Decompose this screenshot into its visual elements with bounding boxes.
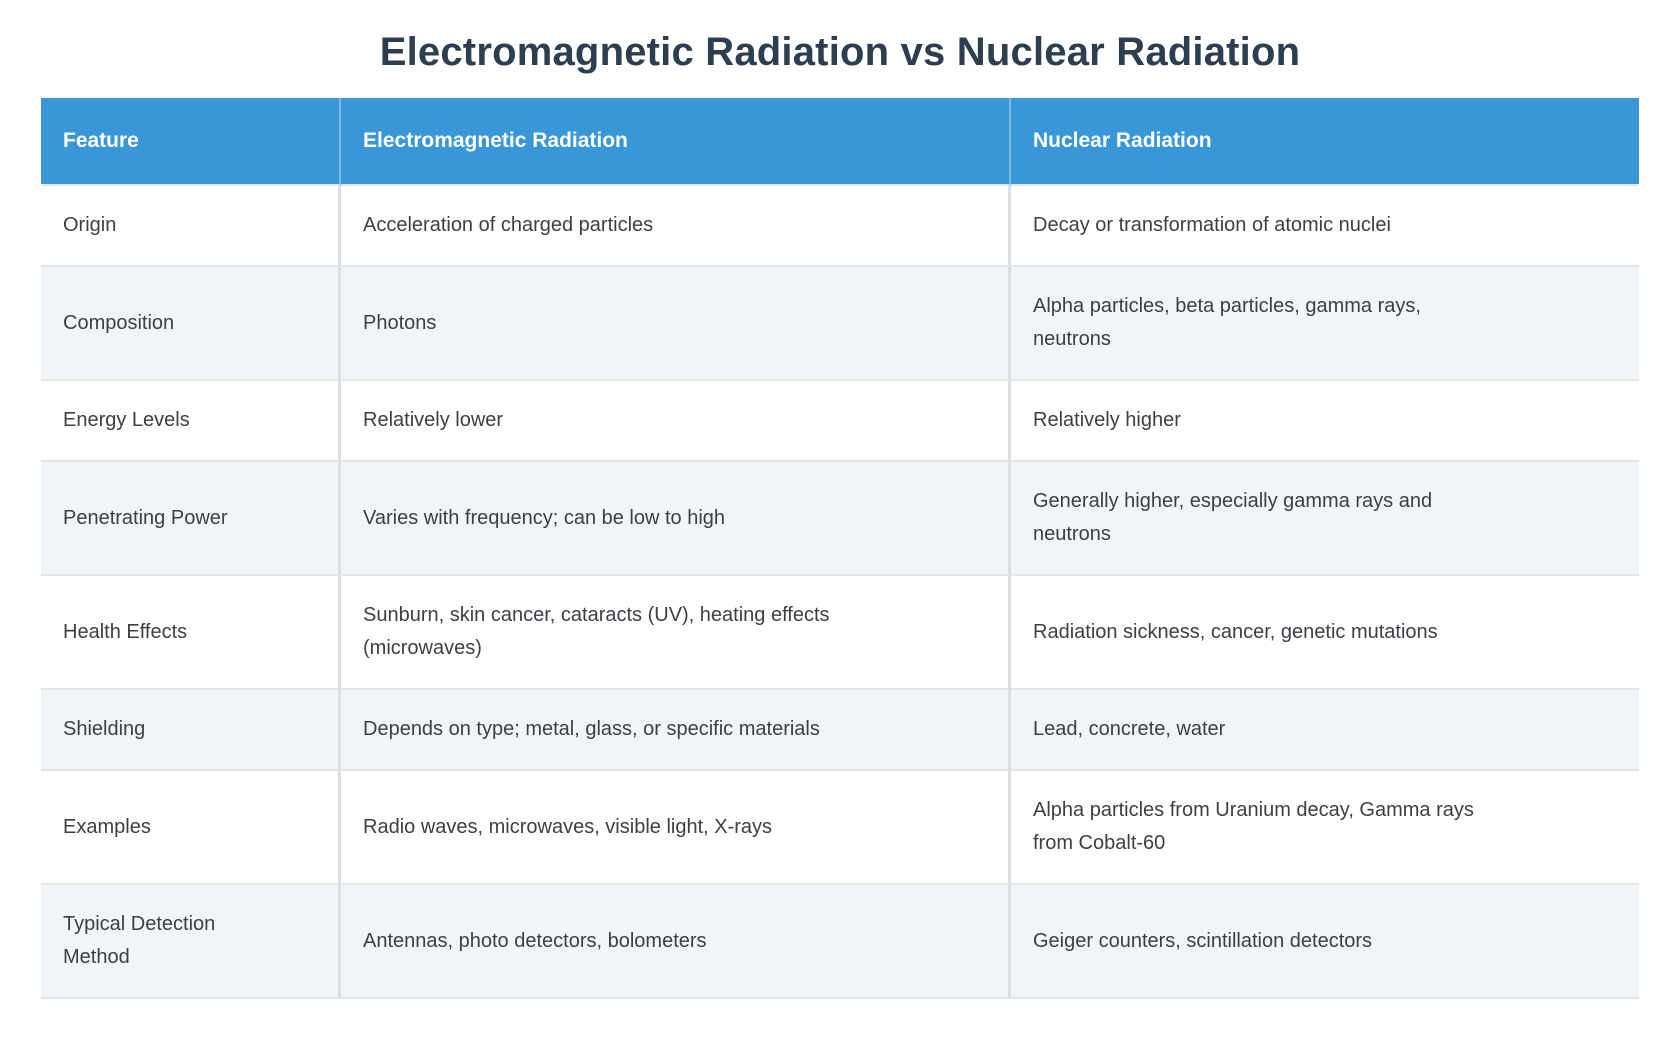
table-row-origin: Origin Acceleration of charged particles…	[41, 186, 1639, 267]
nuclear-cell: Lead, concrete, water	[1011, 690, 1639, 771]
table-row-penetrating-power: Penetrating Power Varies with frequency;…	[41, 462, 1639, 576]
electromagnetic-cell: Radio waves, microwaves, visible light, …	[341, 771, 1011, 885]
electromagnetic-cell: Acceleration of charged particles	[341, 186, 1011, 267]
table-row-shielding: Shielding Depends on type; metal, glass,…	[41, 690, 1639, 771]
feature-cell: Examples	[41, 771, 341, 885]
table-header: Feature Electromagnetic Radiation Nuclea…	[41, 98, 1639, 186]
electromagnetic-cell: Sunburn, skin cancer, cataracts (UV), he…	[341, 576, 1011, 690]
header-row: Feature Electromagnetic Radiation Nuclea…	[41, 98, 1639, 186]
electromagnetic-cell: Antennas, photo detectors, bolometers	[341, 885, 1011, 999]
column-header-nuclear: Nuclear Radiation	[1011, 98, 1639, 186]
table-row-examples: Examples Radio waves, microwaves, visibl…	[41, 771, 1639, 885]
page-title: Electromagnetic Radiation vs Nuclear Rad…	[379, 30, 1301, 74]
nuclear-cell: Radiation sickness, cancer, genetic muta…	[1011, 576, 1639, 690]
nuclear-cell: Generally higher, especially gamma rays …	[1011, 462, 1639, 576]
table-row-typical-detection-method: Typical Detection Method Antennas, photo…	[41, 885, 1639, 999]
comparison-table: Feature Electromagnetic Radiation Nuclea…	[41, 98, 1639, 999]
electromagnetic-cell: Varies with frequency; can be low to hig…	[341, 462, 1011, 576]
electromagnetic-cell: Photons	[341, 267, 1011, 381]
feature-cell: Shielding	[41, 690, 341, 771]
nuclear-cell: Decay or transformation of atomic nuclei	[1011, 186, 1639, 267]
feature-cell: Energy Levels	[41, 381, 341, 462]
column-header-feature: Feature	[41, 98, 341, 186]
table-body: Origin Acceleration of charged particles…	[41, 186, 1639, 999]
electromagnetic-cell: Relatively lower	[341, 381, 1011, 462]
column-header-electromagnetic: Electromagnetic Radiation	[341, 98, 1011, 186]
feature-cell: Penetrating Power	[41, 462, 341, 576]
table-row-composition: Composition Photons Alpha particles, bet…	[41, 267, 1639, 381]
nuclear-cell: Relatively higher	[1011, 381, 1639, 462]
nuclear-cell: Geiger counters, scintillation detectors	[1011, 885, 1639, 999]
table-row-health-effects: Health Effects Sunburn, skin cancer, cat…	[41, 576, 1639, 690]
table-row-energy-levels: Energy Levels Relatively lower Relativel…	[41, 381, 1639, 462]
electromagnetic-cell: Depends on type; metal, glass, or specif…	[341, 690, 1011, 771]
feature-cell: Health Effects	[41, 576, 341, 690]
feature-cell: Typical Detection Method	[41, 885, 341, 999]
nuclear-cell: Alpha particles from Uranium decay, Gamm…	[1011, 771, 1639, 885]
feature-cell: Composition	[41, 267, 341, 381]
feature-cell: Origin	[41, 186, 341, 267]
nuclear-cell: Alpha particles, beta particles, gamma r…	[1011, 267, 1639, 381]
